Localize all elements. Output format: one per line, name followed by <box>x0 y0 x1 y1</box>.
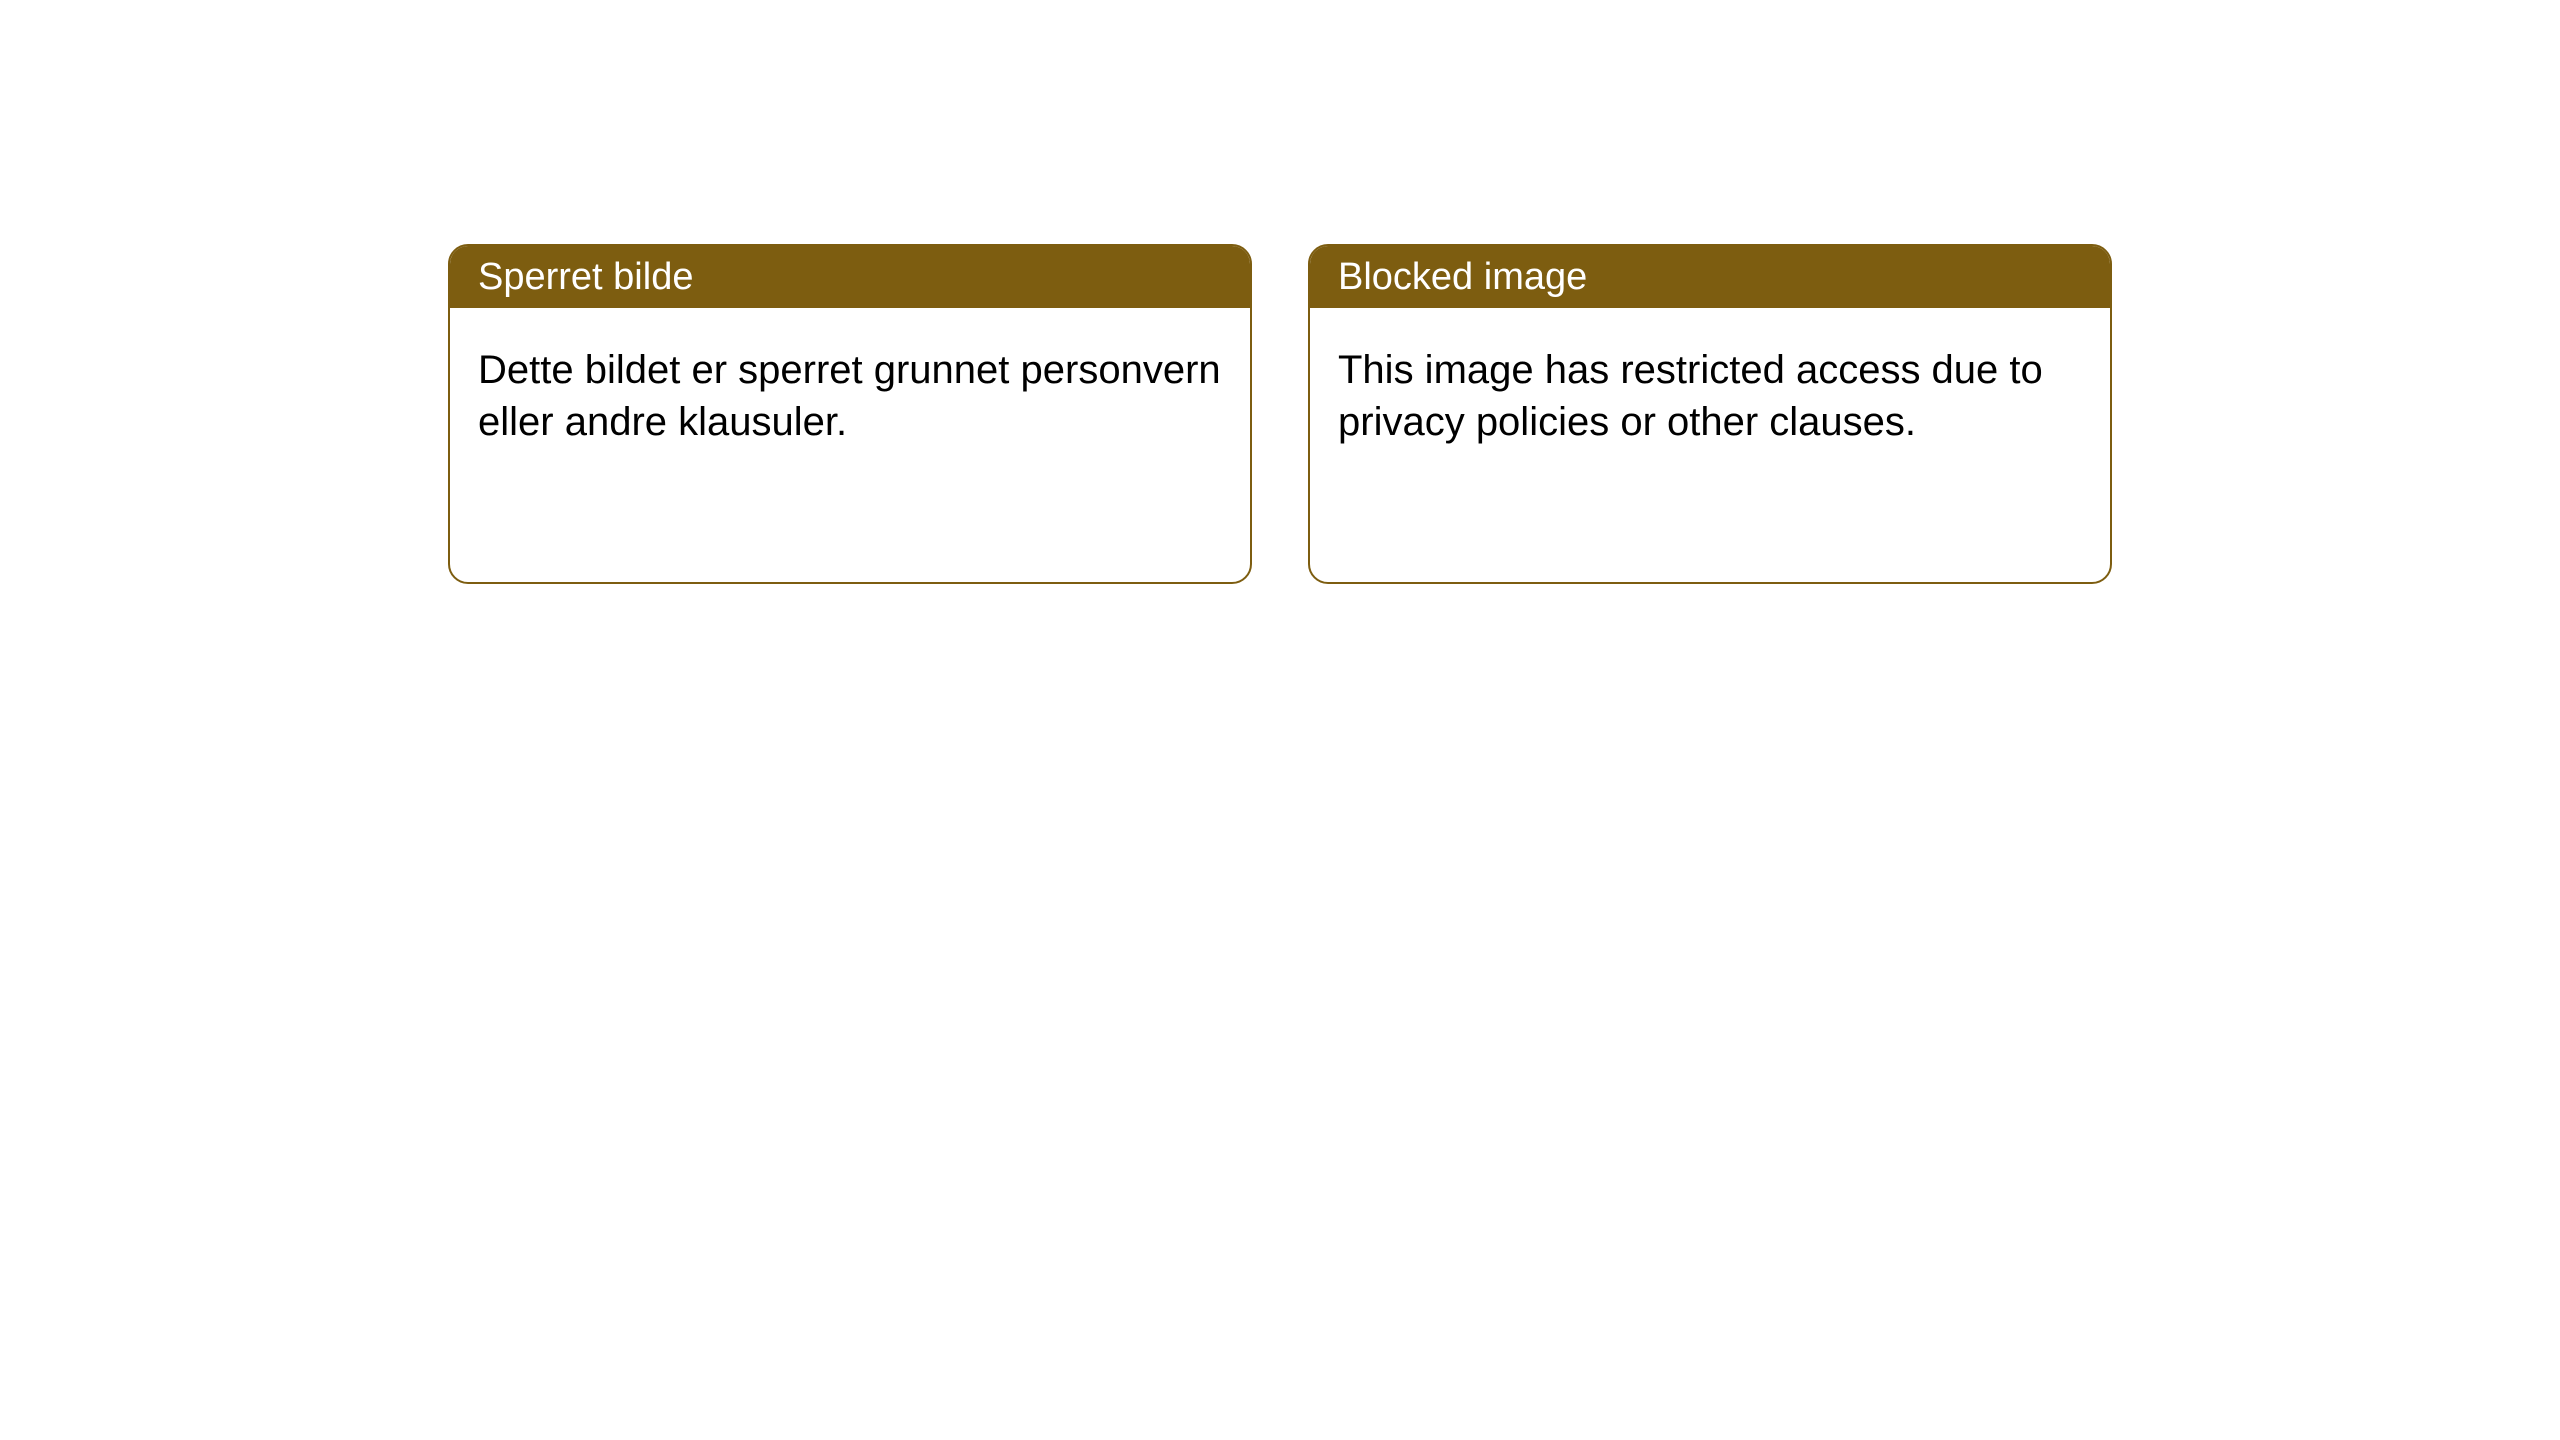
card-body-en: This image has restricted access due to … <box>1310 308 2110 484</box>
card-body-text-no: Dette bildet er sperret grunnet personve… <box>478 348 1221 444</box>
card-title-no: Sperret bilde <box>478 256 693 299</box>
card-container: Sperret bilde Dette bildet er sperret gr… <box>0 0 2560 584</box>
card-header-no: Sperret bilde <box>450 246 1250 308</box>
card-title-en: Blocked image <box>1338 256 1587 299</box>
card-header-en: Blocked image <box>1310 246 2110 308</box>
blocked-image-card-no: Sperret bilde Dette bildet er sperret gr… <box>448 244 1252 584</box>
blocked-image-card-en: Blocked image This image has restricted … <box>1308 244 2112 584</box>
card-body-text-en: This image has restricted access due to … <box>1338 348 2043 444</box>
card-body-no: Dette bildet er sperret grunnet personve… <box>450 308 1250 484</box>
